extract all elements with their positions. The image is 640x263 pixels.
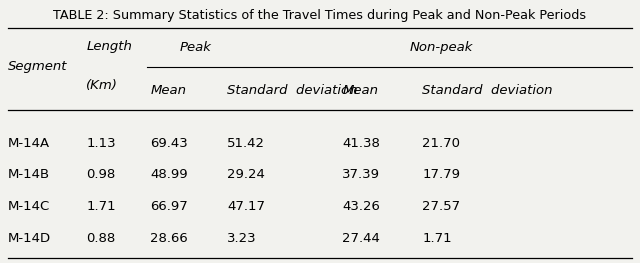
Text: Length: Length xyxy=(86,39,132,53)
Text: Segment: Segment xyxy=(8,60,67,73)
Text: Standard  deviation: Standard deviation xyxy=(422,84,553,97)
Text: 29.24: 29.24 xyxy=(227,168,265,181)
Text: 47.17: 47.17 xyxy=(227,200,265,213)
Text: 27.44: 27.44 xyxy=(342,231,380,245)
Text: 1.71: 1.71 xyxy=(422,231,452,245)
Text: 21.70: 21.70 xyxy=(422,137,460,150)
Text: 27.57: 27.57 xyxy=(422,200,461,213)
Text: M-14D: M-14D xyxy=(8,231,51,245)
Text: TABLE 2: Summary Statistics of the Travel Times during Peak and Non-Peak Periods: TABLE 2: Summary Statistics of the Trave… xyxy=(53,9,587,22)
Text: M-14A: M-14A xyxy=(8,137,50,150)
Text: Peak: Peak xyxy=(179,41,211,54)
Text: 28.66: 28.66 xyxy=(150,231,188,245)
Text: 51.42: 51.42 xyxy=(227,137,265,150)
Text: M-14B: M-14B xyxy=(8,168,50,181)
Text: Mean: Mean xyxy=(342,84,378,97)
Text: (Km): (Km) xyxy=(86,79,118,92)
Text: 17.79: 17.79 xyxy=(422,168,460,181)
Text: 43.26: 43.26 xyxy=(342,200,380,213)
Text: 66.97: 66.97 xyxy=(150,200,188,213)
Text: 37.39: 37.39 xyxy=(342,168,380,181)
Text: 1.71: 1.71 xyxy=(86,200,116,213)
Text: M-14C: M-14C xyxy=(8,200,50,213)
Text: Standard  deviation: Standard deviation xyxy=(227,84,358,97)
Text: 69.43: 69.43 xyxy=(150,137,188,150)
Text: 3.23: 3.23 xyxy=(227,231,257,245)
Text: 41.38: 41.38 xyxy=(342,137,380,150)
Text: 0.98: 0.98 xyxy=(86,168,116,181)
Text: 1.13: 1.13 xyxy=(86,137,116,150)
Text: 0.88: 0.88 xyxy=(86,231,116,245)
Text: Mean: Mean xyxy=(150,84,186,97)
Text: 48.99: 48.99 xyxy=(150,168,188,181)
Text: Non-peak: Non-peak xyxy=(410,41,473,54)
